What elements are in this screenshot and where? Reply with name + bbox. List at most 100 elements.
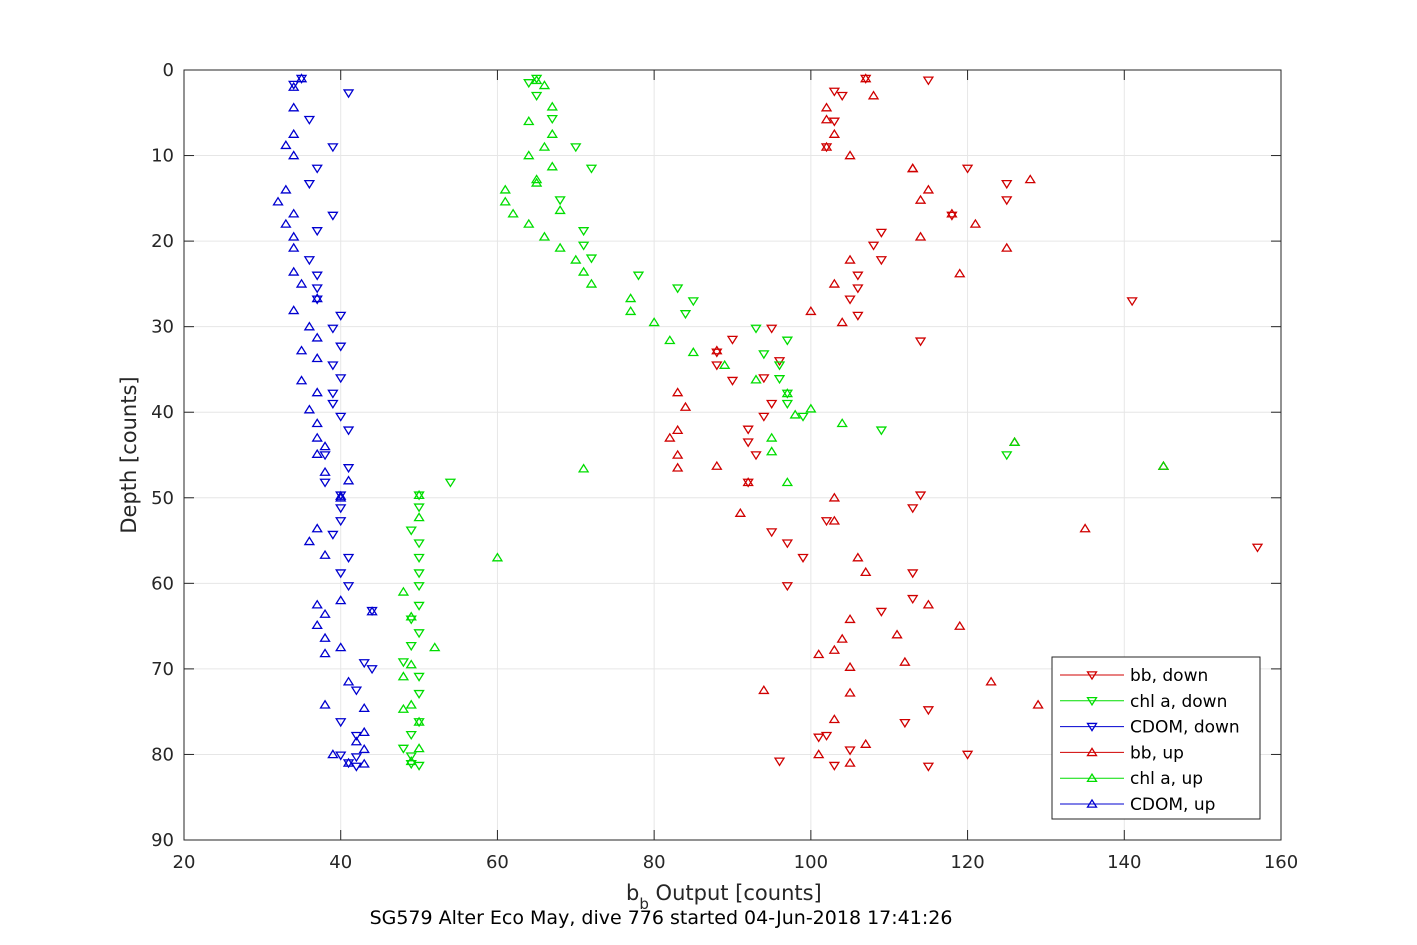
data-point [530, 177, 543, 187]
data-point [1024, 174, 1036, 184]
data-point [742, 438, 754, 448]
data-point [961, 164, 974, 174]
data-point [836, 317, 848, 327]
axes-box [183, 69, 1282, 841]
data-point [319, 478, 331, 488]
data-point [577, 266, 590, 276]
data-point [288, 305, 300, 315]
data-point [758, 685, 770, 695]
data-point [342, 553, 355, 563]
data-point [671, 449, 684, 459]
x-tick-label: 40 [329, 852, 352, 873]
y-tick-label: 60 [151, 573, 174, 594]
data-point [922, 599, 935, 609]
data-point [499, 184, 511, 194]
data-point [523, 218, 535, 228]
data-point [538, 231, 551, 241]
data-point [413, 743, 425, 753]
data-point [632, 271, 645, 281]
data-point [311, 523, 323, 533]
data-point [319, 632, 331, 642]
x-tick-label: 120 [950, 852, 984, 873]
data-point [570, 254, 582, 264]
data-point [758, 350, 770, 360]
data-point [295, 375, 308, 385]
data-point [946, 208, 958, 218]
x-tick-label: 100 [794, 852, 828, 873]
data-point [288, 231, 300, 241]
data-point [523, 116, 535, 126]
data-point [718, 359, 731, 369]
ticks: 20 40 60 80 100 120 140 160 0 10 20 30 40 50 60 70 80 90 [151, 60, 1298, 873]
data-point [530, 91, 543, 101]
legend-label: bb, down [1130, 666, 1208, 686]
data-point [679, 401, 692, 411]
data-point [295, 345, 308, 355]
data-point [789, 409, 801, 419]
data-point [1001, 451, 1013, 461]
data-point [358, 744, 370, 754]
data-point [319, 451, 331, 461]
data-point [319, 608, 331, 618]
data-point [311, 295, 323, 305]
data-point [711, 460, 723, 470]
legend-label: chl a, up [1130, 769, 1203, 789]
data-point [350, 686, 363, 696]
data-point [624, 305, 637, 316]
data-point [946, 211, 958, 221]
data-point [295, 278, 308, 288]
data-point [413, 672, 425, 682]
data-point [1001, 196, 1013, 206]
data-point [413, 601, 425, 611]
data-point [397, 658, 410, 668]
y-tick-label: 50 [151, 488, 174, 509]
data-point [288, 102, 300, 112]
data-point [288, 208, 300, 218]
data-point [844, 254, 856, 264]
data-point [711, 345, 723, 355]
legend-marker [1086, 722, 1098, 732]
data-point [319, 441, 331, 451]
data-point [828, 128, 841, 138]
data-point [342, 757, 355, 767]
data-point [922, 76, 935, 86]
data-point [538, 80, 551, 90]
data-point [954, 620, 966, 630]
y-tick-label: 90 [151, 830, 174, 851]
data-point [397, 703, 410, 713]
legend-item: bb, up [1060, 743, 1184, 763]
data-point [405, 611, 417, 621]
data-point [875, 426, 888, 436]
data-point [844, 757, 856, 767]
data-point [1001, 179, 1013, 190]
data-point [820, 102, 833, 112]
data-point [311, 332, 323, 342]
data-point [852, 271, 864, 281]
data-point [413, 503, 425, 513]
legend-item: CDOM, down [1060, 718, 1240, 738]
data-point [828, 492, 841, 502]
data-point [914, 194, 927, 204]
data-point [546, 161, 558, 171]
data-point [319, 648, 331, 658]
data-point [358, 758, 370, 768]
data-point [648, 317, 660, 327]
data-point [311, 387, 323, 397]
data-point [1157, 460, 1170, 470]
data-point [750, 324, 762, 334]
data-point [413, 512, 425, 522]
data-point [303, 404, 316, 414]
data-point [358, 659, 370, 669]
data-point [758, 412, 770, 422]
data-point [577, 241, 590, 251]
data-point [844, 661, 856, 671]
x-axis-label-subscript: b [639, 895, 649, 913]
data-point [405, 659, 417, 669]
data-point [766, 324, 778, 334]
data-point [766, 446, 778, 456]
data-point [726, 376, 739, 386]
legend-marker [1086, 747, 1098, 757]
data-point [734, 507, 747, 517]
data-point [679, 310, 692, 320]
data-point [405, 752, 417, 762]
